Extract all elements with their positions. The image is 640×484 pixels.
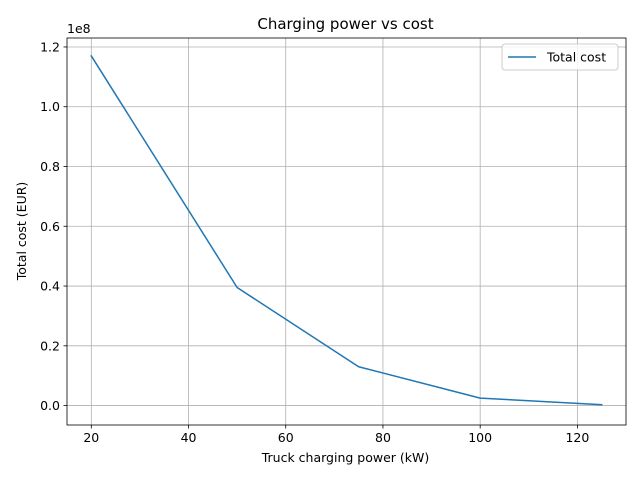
y-tick-label: 0.0 [40, 398, 60, 413]
x-tick-label: 80 [375, 430, 391, 445]
plot-frame [66, 37, 627, 426]
x-tick-label: 20 [83, 430, 99, 445]
y-axis-label: Total cost (EUR) [14, 182, 29, 282]
chart-title: Charging power vs cost [257, 15, 433, 33]
y-tick-label: 0.6 [40, 219, 60, 234]
x-axis-label: Truck charging power (kW) [261, 450, 430, 465]
series-line-total-cost [90, 54, 603, 406]
y-tick-label: 0.4 [40, 279, 60, 294]
x-tick-label: 100 [468, 430, 492, 445]
y-tick-label: 1.2 [40, 39, 60, 54]
x-tick-label: 60 [278, 430, 294, 445]
y-offset-label: 1e8 [67, 21, 91, 36]
x-tick-label: 120 [565, 430, 589, 445]
y-tick-label: 0.2 [40, 338, 60, 353]
x-tick-label: 40 [181, 430, 197, 445]
legend-box [501, 43, 619, 71]
ticks: 20 40 60 80 100 120 0.0 0.2 0.4 0.6 0.8 1.0 1.2 [40, 39, 589, 445]
legend-label-total-cost: Total cost [546, 50, 606, 65]
y-tick-label: 1.0 [40, 99, 60, 114]
series-layer [90, 54, 603, 406]
y-tick-label: 0.8 [40, 159, 60, 174]
legend: Total cost [501, 43, 619, 71]
